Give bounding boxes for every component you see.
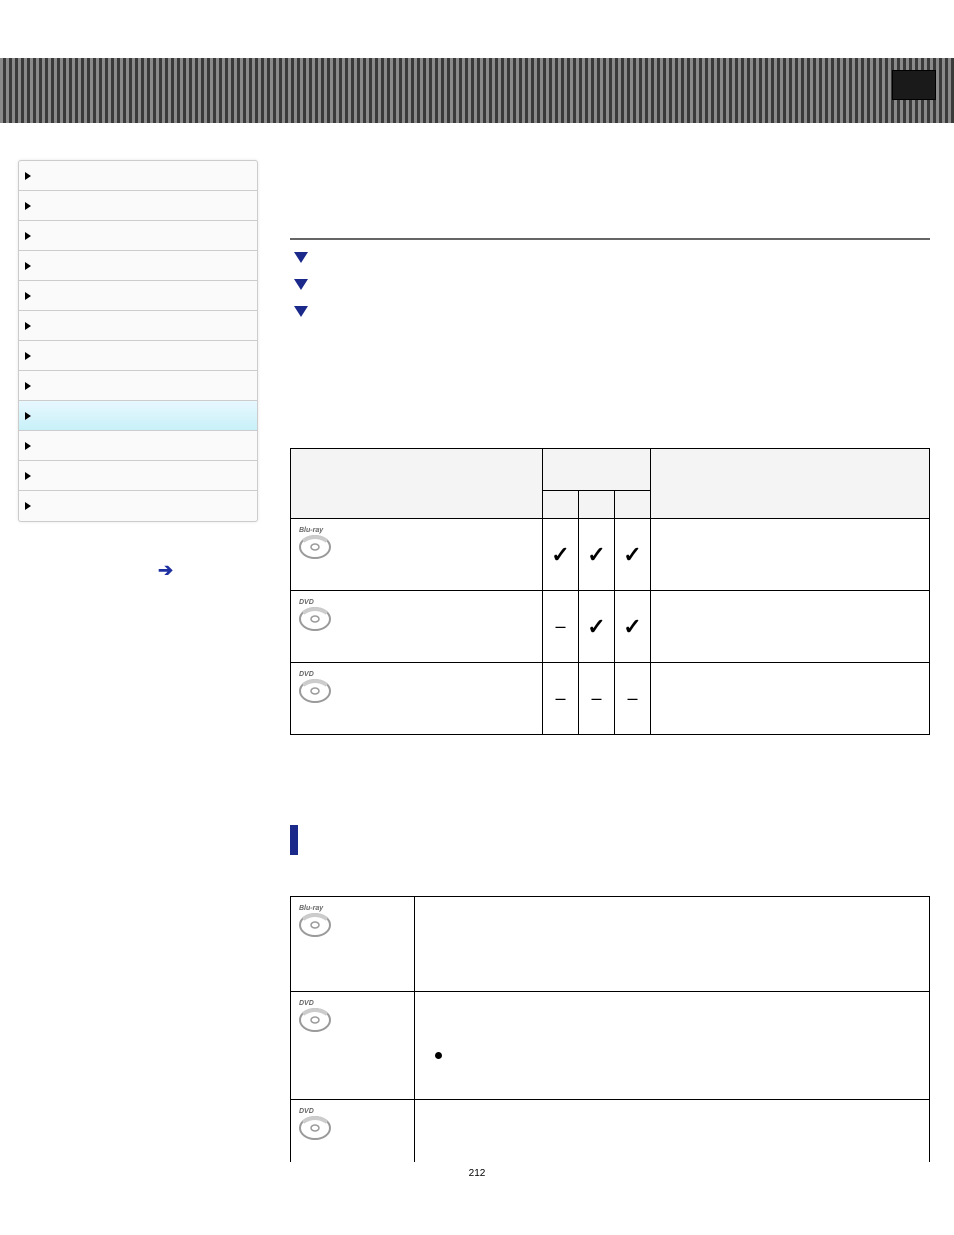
mark-cell: ✓ <box>579 591 615 663</box>
svg-text:Blu-ray: Blu-ray <box>299 905 324 912</box>
bluray-disc-icon: Blu-ray <box>295 523 351 563</box>
bullet-icon <box>435 1052 442 1059</box>
sidebar-item-3[interactable] <box>19 251 257 281</box>
expand-markers <box>294 252 930 328</box>
main-content: Blu-ray ✓ ✓ ✓ DVD – ✓ ✓ DVD <box>290 160 930 1162</box>
arrow-right-icon: ➔ <box>158 560 173 581</box>
page-number: 212 <box>0 1168 954 1179</box>
chevron-right-icon <box>25 382 31 390</box>
sidebar-item-7[interactable] <box>19 371 257 401</box>
check-icon: ✓ <box>623 614 641 639</box>
chevron-down-icon[interactable] <box>294 306 308 317</box>
dvd-disc-icon: DVD <box>295 996 351 1036</box>
disc-cell: Blu-ray <box>291 897 415 992</box>
mark-cell: ✓ <box>579 519 615 591</box>
chevron-right-icon <box>25 502 31 510</box>
disc-cell: DVD <box>291 591 543 663</box>
check-icon: ✓ <box>623 542 641 567</box>
table-header <box>291 449 543 519</box>
table-subheader <box>579 491 615 519</box>
sidebar-item-5[interactable] <box>19 311 257 341</box>
table-header <box>543 449 651 491</box>
svg-text:Blu-ray: Blu-ray <box>299 527 324 534</box>
sidebar-item-10[interactable] <box>19 461 257 491</box>
chevron-right-icon <box>25 172 31 180</box>
description-cell <box>415 1100 930 1162</box>
chevron-down-icon[interactable] <box>294 252 308 263</box>
mark-cell: ✓ <box>543 519 579 591</box>
table-row: Blu-ray ✓ ✓ ✓ <box>291 519 930 591</box>
compatibility-table: Blu-ray ✓ ✓ ✓ DVD – ✓ ✓ DVD <box>290 448 930 735</box>
dash-icon: – <box>555 688 565 708</box>
chevron-right-icon <box>25 202 31 210</box>
svg-text:DVD: DVD <box>299 599 314 606</box>
description-cell <box>415 897 930 992</box>
sidebar-item-1[interactable] <box>19 191 257 221</box>
dash-icon: – <box>555 616 565 636</box>
check-icon: ✓ <box>551 542 569 567</box>
section-marker <box>290 825 298 855</box>
sidebar-item-0[interactable] <box>19 161 257 191</box>
table-header <box>651 449 930 519</box>
mark-cell: ✓ <box>615 519 651 591</box>
mark-cell: – <box>615 663 651 735</box>
dash-icon: – <box>627 688 637 708</box>
chevron-right-icon <box>25 412 31 420</box>
chevron-right-icon <box>25 292 31 300</box>
disc-cell: Blu-ray <box>291 519 543 591</box>
sidebar-item-9[interactable] <box>19 431 257 461</box>
dvd-disc-icon: DVD <box>295 1104 351 1144</box>
table-header-row <box>291 449 930 491</box>
check-icon: ✓ <box>587 614 605 639</box>
dvd-disc-icon: DVD <box>295 595 351 635</box>
chevron-right-icon <box>25 352 31 360</box>
mark-cell: – <box>579 663 615 735</box>
chevron-right-icon <box>25 472 31 480</box>
sidebar <box>18 160 258 522</box>
table-row: DVD <box>291 992 930 1100</box>
chevron-right-icon <box>25 232 31 240</box>
mark-cell: ✓ <box>615 591 651 663</box>
table-row: Blu-ray <box>291 897 930 992</box>
description-cell <box>415 992 930 1100</box>
table-row: DVD <box>291 1100 930 1162</box>
sidebar-item-8[interactable] <box>19 401 257 431</box>
mark-cell: – <box>543 591 579 663</box>
sidebar-item-4[interactable] <box>19 281 257 311</box>
disc-cell: DVD <box>291 663 543 735</box>
table-row: DVD – ✓ ✓ <box>291 591 930 663</box>
chevron-down-icon[interactable] <box>294 279 308 290</box>
table-row: DVD – – – <box>291 663 930 735</box>
dvd-disc-icon: DVD <box>295 667 351 707</box>
section-divider <box>290 238 930 240</box>
chevron-right-icon <box>25 322 31 330</box>
note-cell <box>651 663 930 735</box>
table-subheader <box>543 491 579 519</box>
top-banner <box>0 58 954 123</box>
check-icon: ✓ <box>587 542 605 567</box>
svg-text:DVD: DVD <box>299 1000 314 1007</box>
svg-text:DVD: DVD <box>299 671 314 678</box>
dash-icon: – <box>591 688 601 708</box>
sidebar-item-2[interactable] <box>19 221 257 251</box>
disc-cell: DVD <box>291 992 415 1100</box>
chevron-right-icon <box>25 262 31 270</box>
svg-text:DVD: DVD <box>299 1108 314 1115</box>
mark-cell: – <box>543 663 579 735</box>
sidebar-item-11[interactable] <box>19 491 257 521</box>
chevron-right-icon <box>25 442 31 450</box>
note-cell <box>651 519 930 591</box>
description-table: Blu-ray DVD DVD <box>290 896 930 1162</box>
table-subheader <box>615 491 651 519</box>
bluray-disc-icon: Blu-ray <box>295 901 351 941</box>
banner-button[interactable] <box>892 70 936 100</box>
note-cell <box>651 591 930 663</box>
disc-cell: DVD <box>291 1100 415 1162</box>
sidebar-item-6[interactable] <box>19 341 257 371</box>
